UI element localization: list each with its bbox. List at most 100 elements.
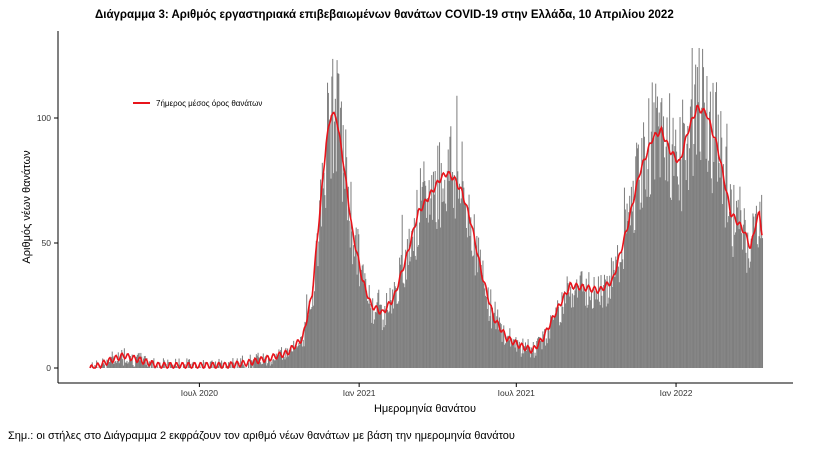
daily-deaths-bar — [439, 142, 441, 368]
daily-deaths-bar — [387, 312, 389, 368]
daily-deaths-bar — [588, 272, 590, 368]
daily-deaths-bar — [684, 160, 686, 368]
daily-deaths-bar — [623, 187, 625, 368]
daily-deaths-bar — [668, 143, 670, 368]
daily-deaths-bar — [757, 247, 759, 368]
daily-deaths-bar — [430, 198, 432, 368]
daily-deaths-bar — [186, 358, 188, 368]
daily-deaths-bar — [582, 291, 584, 368]
daily-deaths-bar — [279, 354, 281, 368]
daily-deaths-bar — [709, 111, 711, 368]
daily-deaths-bar — [360, 269, 362, 368]
daily-deaths-bar — [361, 265, 363, 368]
daily-deaths-bar — [243, 366, 245, 368]
daily-deaths-bar — [635, 156, 637, 368]
daily-deaths-bar — [163, 360, 165, 368]
daily-deaths-bar — [528, 347, 530, 368]
daily-deaths-bar — [742, 249, 744, 368]
daily-deaths-bar — [586, 307, 588, 368]
trend-line-layer — [89, 104, 763, 370]
daily-deaths-bar — [307, 315, 309, 368]
daily-deaths-bar — [575, 284, 577, 368]
daily-deaths-bar — [411, 230, 413, 368]
daily-deaths-bar — [553, 316, 555, 368]
daily-deaths-bar — [355, 227, 357, 368]
daily-deaths-bar — [638, 179, 640, 368]
daily-deaths-bar — [175, 365, 177, 368]
daily-deaths-bar — [295, 345, 297, 368]
daily-deaths-bar — [592, 307, 594, 368]
daily-deaths-bar — [200, 367, 202, 368]
daily-deaths-bar — [710, 178, 712, 368]
daily-deaths-bar — [172, 364, 174, 368]
daily-deaths-bar — [523, 353, 525, 368]
daily-deaths-bar — [414, 255, 416, 368]
daily-deaths-bar — [360, 274, 362, 368]
daily-deaths-bar — [441, 202, 443, 368]
daily-deaths-bar — [215, 361, 217, 368]
daily-deaths-bar — [721, 137, 723, 368]
daily-deaths-bar — [488, 320, 490, 368]
daily-deaths-bar — [706, 76, 708, 368]
daily-deaths-bar — [465, 227, 467, 368]
daily-deaths-bar — [377, 292, 379, 368]
daily-deaths-bar — [296, 347, 298, 368]
daily-deaths-bar — [752, 213, 754, 368]
daily-deaths-bar — [611, 287, 613, 368]
daily-deaths-bar — [505, 339, 507, 368]
daily-deaths-bar — [406, 239, 408, 368]
daily-deaths-bar — [428, 180, 430, 368]
daily-deaths-bar — [369, 303, 371, 368]
daily-deaths-bar — [378, 289, 380, 368]
daily-deaths-bar — [285, 347, 287, 368]
daily-deaths-bar — [133, 366, 135, 368]
daily-deaths-bar — [432, 171, 434, 368]
daily-deaths-bar — [626, 203, 628, 368]
daily-deaths-bar — [687, 125, 689, 369]
daily-deaths-bar — [167, 359, 169, 368]
daily-deaths-bar — [742, 224, 744, 368]
daily-deaths-bar — [265, 355, 267, 368]
daily-deaths-bar — [621, 251, 623, 368]
daily-deaths-bar — [274, 360, 276, 368]
daily-deaths-bar — [267, 363, 269, 368]
daily-deaths-bar — [486, 308, 488, 368]
daily-deaths-bar — [623, 268, 625, 368]
daily-deaths-bar — [492, 313, 494, 368]
daily-deaths-bar — [376, 302, 378, 368]
daily-deaths-bar — [340, 101, 342, 369]
daily-deaths-bar — [254, 359, 256, 368]
daily-deaths-bar — [546, 343, 548, 368]
daily-deaths-bar — [529, 347, 531, 368]
daily-deaths-bar — [640, 202, 642, 368]
daily-deaths-bar — [298, 343, 300, 368]
daily-deaths-bar — [620, 262, 622, 368]
daily-deaths-bar — [438, 219, 440, 368]
y-tick-label: 50 — [42, 238, 52, 248]
daily-deaths-bar — [496, 316, 498, 368]
daily-deaths-bar — [619, 262, 621, 368]
daily-deaths-bar — [701, 107, 703, 368]
daily-deaths-bar — [705, 158, 707, 368]
daily-deaths-bar — [347, 186, 349, 368]
daily-deaths-bar — [109, 361, 111, 368]
daily-deaths-bar — [578, 291, 580, 368]
daily-deaths-bar — [738, 229, 740, 368]
daily-deaths-bar — [692, 175, 694, 368]
daily-deaths-bar — [513, 339, 515, 368]
bars-layer — [90, 48, 764, 369]
daily-deaths-bar — [741, 233, 743, 368]
daily-deaths-bar — [327, 92, 329, 368]
daily-deaths-bar — [277, 356, 279, 368]
daily-deaths-bar — [142, 364, 144, 368]
daily-deaths-bar — [744, 219, 746, 368]
daily-deaths-bar — [497, 309, 499, 368]
daily-deaths-bar — [433, 194, 435, 368]
daily-deaths-bar — [482, 260, 484, 368]
daily-deaths-bar — [526, 346, 528, 368]
daily-deaths-bar — [531, 347, 533, 368]
daily-deaths-bar — [539, 340, 541, 368]
daily-deaths-bar — [128, 362, 130, 368]
daily-deaths-bar — [761, 194, 763, 368]
daily-deaths-bar — [373, 323, 375, 368]
